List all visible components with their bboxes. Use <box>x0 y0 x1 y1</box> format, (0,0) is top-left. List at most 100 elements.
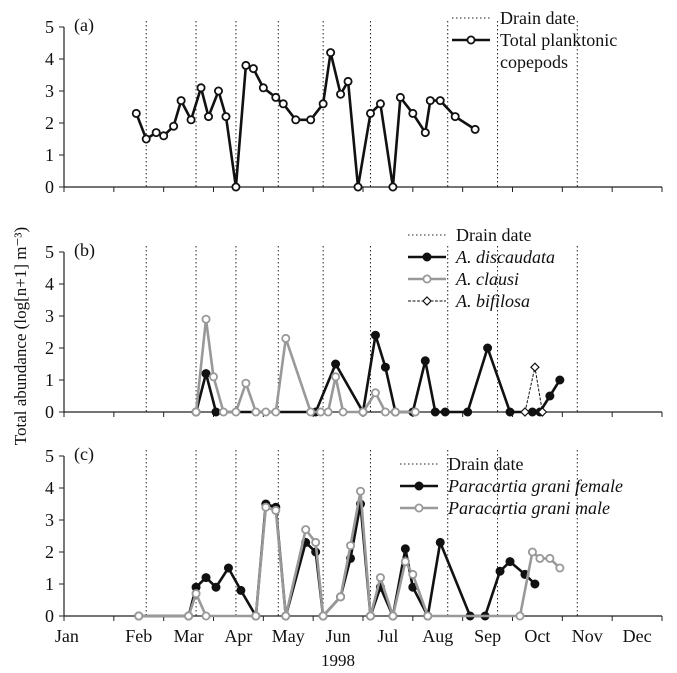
data-point <box>430 407 440 417</box>
data-point <box>201 573 211 583</box>
month-label: Dec <box>623 626 652 646</box>
data-point <box>425 96 435 106</box>
y-tick-label: 5 <box>45 17 54 37</box>
legend-marker <box>414 481 424 491</box>
data-point <box>201 611 211 621</box>
y-tick-label: 1 <box>45 574 54 594</box>
data-point <box>306 407 316 417</box>
data-point <box>545 391 555 401</box>
data-point <box>353 182 363 192</box>
month-label: Jun <box>326 626 351 646</box>
data-point <box>370 330 380 340</box>
y-tick-label: 1 <box>45 145 54 165</box>
data-point <box>450 112 460 122</box>
data-point <box>470 124 480 134</box>
data-point <box>176 96 186 106</box>
y-tick-label: 4 <box>45 49 54 69</box>
legend-drain-label: Drain date <box>448 454 523 474</box>
x-axis: Jan Feb Mar Apr May Jun Jul Aug Sep Oct Nov Dec <box>55 626 652 646</box>
data-point <box>211 582 221 592</box>
data-point <box>261 502 271 512</box>
data-point <box>535 553 545 563</box>
y-tick-label: 5 <box>45 242 54 262</box>
data-point <box>390 407 400 417</box>
series-1 <box>131 48 480 192</box>
data-point <box>191 407 201 417</box>
y-tick-label: 0 <box>45 177 54 197</box>
data-point <box>555 563 565 573</box>
data-point <box>537 407 548 417</box>
legend-marker <box>422 274 432 284</box>
y-tick-label: 0 <box>45 402 54 422</box>
data-point <box>306 115 316 125</box>
data-point <box>530 362 540 373</box>
data-point <box>336 592 346 602</box>
data-point <box>186 115 196 125</box>
panel-label: (c) <box>74 444 94 465</box>
data-point <box>184 611 194 621</box>
data-point <box>151 128 161 138</box>
data-point <box>400 544 410 554</box>
data-point <box>311 537 321 547</box>
data-point <box>343 76 353 86</box>
data-point <box>423 611 433 621</box>
data-point <box>375 573 385 583</box>
data-point <box>346 541 356 551</box>
y-tick-label: 3 <box>45 306 54 326</box>
data-point <box>231 182 241 192</box>
data-point <box>318 99 328 109</box>
series-1 <box>191 330 565 417</box>
month-label: Sep <box>474 626 501 646</box>
data-point <box>251 407 261 417</box>
month-label: Jul <box>377 626 398 646</box>
legend-marker <box>422 252 432 262</box>
y-tick-label: 3 <box>45 81 54 101</box>
data-point <box>408 108 418 118</box>
legend-label: copepods <box>500 52 568 72</box>
y-tick-label: 4 <box>45 478 54 498</box>
legend-label: Paracartia grani female <box>447 476 623 496</box>
legend-drain-label: Drain date <box>456 225 531 245</box>
data-point <box>281 333 291 343</box>
data-point <box>365 108 375 118</box>
data-point <box>388 182 398 192</box>
legend-marker <box>422 296 432 306</box>
data-point <box>336 89 346 99</box>
data-point <box>338 407 348 417</box>
data-point <box>201 314 211 324</box>
legend-label: Total planktonic <box>500 30 617 50</box>
series-2 <box>191 314 420 417</box>
data-point <box>356 486 366 496</box>
data-point <box>221 112 231 122</box>
data-point <box>201 369 211 379</box>
data-point <box>420 128 430 138</box>
data-point <box>440 407 450 417</box>
data-point <box>291 115 301 125</box>
data-point <box>323 407 333 417</box>
data-point <box>213 86 223 96</box>
y-tick-label: 3 <box>45 510 54 530</box>
data-point <box>435 96 445 106</box>
y-tick-label: 2 <box>45 113 54 133</box>
y-tick-label: 5 <box>45 446 54 466</box>
data-point <box>241 60 251 70</box>
data-point <box>331 372 341 382</box>
series-line <box>135 52 476 188</box>
data-point <box>211 407 221 417</box>
data-point <box>196 83 206 93</box>
y-tick-label: 2 <box>45 542 54 562</box>
legend-label: A. clausi <box>455 269 519 289</box>
data-point <box>248 64 258 74</box>
data-point <box>395 92 405 102</box>
data-point <box>420 356 430 366</box>
data-point <box>271 92 281 102</box>
data-point <box>410 407 420 417</box>
data-point <box>326 48 336 58</box>
data-point <box>380 407 390 417</box>
y-tick-label: 2 <box>45 338 54 358</box>
data-point <box>231 407 241 417</box>
